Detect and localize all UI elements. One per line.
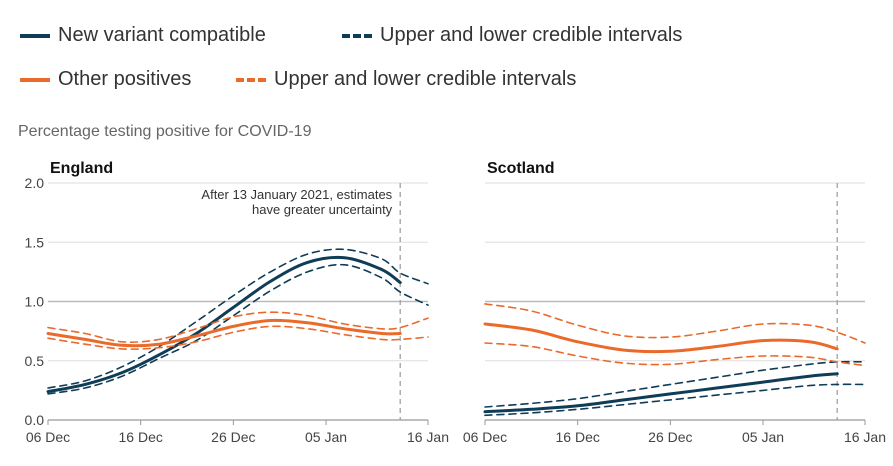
legend-label: New variant compatible [58, 24, 266, 46]
series-new-variant-compatible-upper [47, 248, 429, 389]
x-tick-label: 06 Dec [463, 429, 507, 445]
legend: New variant compatible Upper and lower c… [0, 0, 893, 110]
series-other-positives-upper [47, 311, 429, 343]
legend-item-other-positives: Other positives [20, 68, 191, 91]
legend-item-new-variant: New variant compatible [20, 24, 266, 47]
chart-subtitle: Percentage testing positive for COVID-19 [18, 123, 312, 140]
legend-swatch-solid-navy [20, 33, 50, 38]
legend-swatch-dashed-orange [236, 77, 266, 82]
legend-swatch-dashed-navy [342, 33, 372, 38]
legend-swatch-solid-orange [20, 77, 50, 82]
legend-item-other-positives-intervals: Upper and lower credible intervals [236, 68, 576, 91]
x-tick-label: 16 Jan [844, 429, 886, 445]
x-tick-label: 05 Jan [305, 429, 347, 445]
x-tick-label: 16 Dec [119, 429, 163, 445]
panel-title: Scotland [487, 160, 555, 177]
y-tick-label: 2.0 [25, 175, 45, 191]
y-tick-label: 1.5 [25, 234, 45, 250]
legend-label: Upper and lower credible intervals [274, 68, 577, 90]
x-tick-label: 26 Dec [648, 429, 692, 445]
x-tick-label: 26 Dec [211, 429, 255, 445]
series-other-positives-lower [484, 342, 866, 367]
series-new-variant-compatible-estimate [46, 255, 402, 394]
series-new-variant-compatible-lower [47, 263, 429, 395]
series-other-positives-lower [47, 325, 429, 350]
series-other-positives-upper [484, 303, 866, 344]
series-new-variant-compatible-upper [484, 360, 866, 408]
chart-panel-scotland: 06 Dec 16 Dec 26 Dec 05 Jan 16 Jan Scotland [463, 160, 886, 445]
chart-panel-england: 0.0 0.5 1.0 1.5 2.0 06 Dec 16 Dec 26 Dec 05 Jan 1… [25, 160, 449, 445]
legend-item-new-variant-intervals: Upper and lower credible intervals [342, 24, 682, 47]
series-new-variant-compatible-lower [484, 383, 866, 417]
x-tick-label: 06 Dec [26, 429, 70, 445]
y-tick-label: 0.0 [25, 412, 45, 428]
panel-title: England [50, 160, 113, 177]
x-tick-label: 16 Jan [407, 429, 449, 445]
annotation-text: have greater uncertainty [252, 202, 393, 217]
series-other-positives-estimate [46, 318, 402, 348]
x-tick-label: 16 Dec [556, 429, 600, 445]
legend-label: Upper and lower credible intervals [380, 24, 683, 46]
x-tick-label: 05 Jan [742, 429, 784, 445]
y-tick-label: 1.0 [25, 294, 45, 310]
series-other-positives-estimate [483, 322, 839, 354]
y-tick-label: 0.5 [25, 353, 45, 369]
series-new-variant-compatible-estimate [483, 372, 839, 414]
annotation-text: After 13 January 2021, estimates [201, 187, 392, 202]
legend-label: Other positives [58, 68, 192, 90]
